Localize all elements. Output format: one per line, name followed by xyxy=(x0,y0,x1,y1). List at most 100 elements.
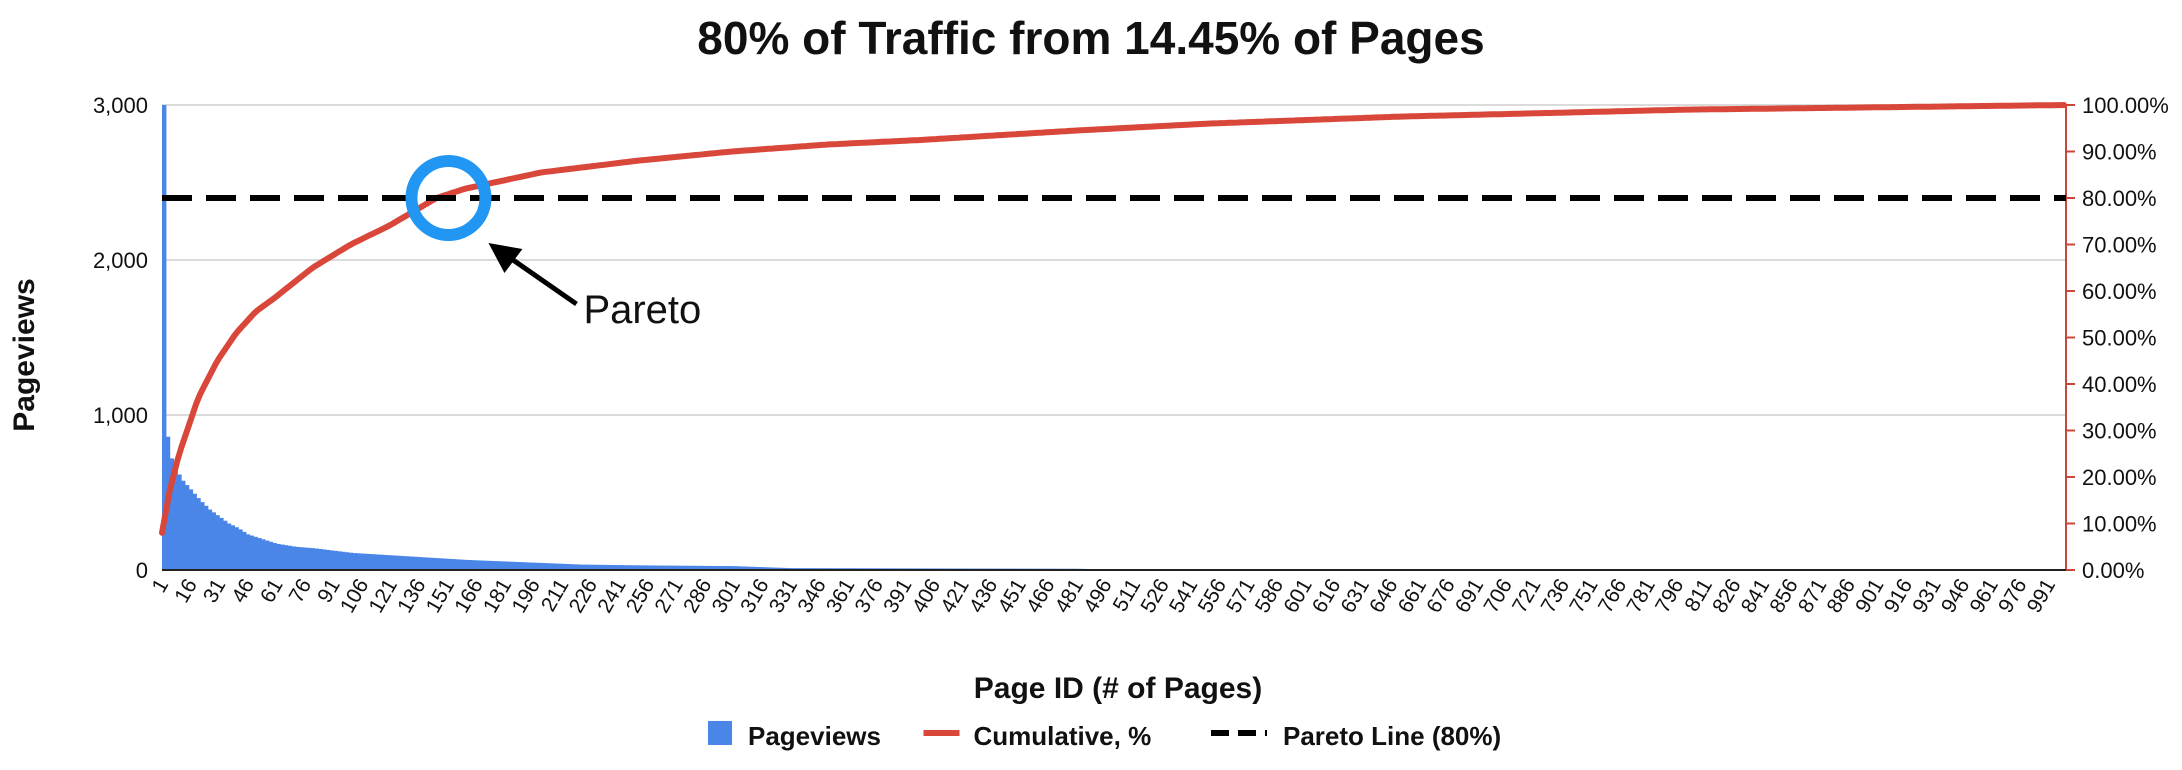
x-tick-label: 631 xyxy=(1337,575,1374,617)
pageviews-bar xyxy=(245,534,251,570)
pageviews-bar xyxy=(577,564,582,570)
pageviews-bar xyxy=(402,556,407,570)
pageviews-bar xyxy=(676,565,682,570)
pageviews-bar xyxy=(546,563,552,570)
pageviews-bar xyxy=(699,565,704,570)
pageviews-bar xyxy=(619,565,624,570)
pageviews-bars xyxy=(162,105,1116,570)
pageviews-bar xyxy=(268,541,274,570)
pageviews-bar xyxy=(520,562,525,570)
pageviews-bar xyxy=(314,548,319,570)
x-tick-label: 31 xyxy=(199,575,231,607)
pageviews-bar xyxy=(470,560,476,570)
pageviews-bar xyxy=(405,556,411,570)
pageviews-bar xyxy=(211,512,216,570)
annotation-label: Pareto xyxy=(583,288,701,332)
pageviews-bar xyxy=(505,561,510,570)
x-tick-label: 496 xyxy=(1079,575,1116,617)
x-tick-label: 406 xyxy=(908,575,945,617)
pageviews-bar xyxy=(459,559,464,570)
pageviews-bar xyxy=(653,565,659,570)
legend-label: Pageviews xyxy=(748,721,881,751)
pageviews-bar xyxy=(672,565,678,570)
pageviews-bar xyxy=(489,560,495,570)
x-tick-label: 721 xyxy=(1508,575,1545,617)
pageviews-bar xyxy=(249,535,255,570)
pageviews-bar xyxy=(649,565,655,570)
pageviews-bar xyxy=(638,565,643,570)
pageviews-bar xyxy=(493,561,499,570)
x-tick-label: 301 xyxy=(708,575,745,617)
pageviews-bar xyxy=(646,565,651,570)
x-tick-label: 901 xyxy=(1851,575,1888,617)
pageviews-bar xyxy=(283,545,289,570)
pageviews-bar xyxy=(600,564,605,570)
pageviews-bar xyxy=(299,547,304,570)
x-tick-label: 256 xyxy=(622,575,659,617)
left-y-axis: 0 1,000 2,000 3,000 xyxy=(93,93,148,583)
pageviews-bar xyxy=(642,565,647,570)
x-tick-label: 856 xyxy=(1765,575,1802,617)
pageviews-bar xyxy=(447,558,453,570)
pageviews-bar xyxy=(756,566,762,570)
x-tick-label: 1 xyxy=(148,575,174,597)
pageviews-bar xyxy=(695,565,701,570)
pageviews-bar xyxy=(554,563,560,570)
right-y-axis: 0.00% 10.00% 20.00% 30.00% 40.00% 50.00% 60.00… xyxy=(2065,93,2169,583)
legend-item: Cumulative, % xyxy=(923,721,1151,751)
x-tick-label: 226 xyxy=(565,575,602,617)
y2-tick-label: 60.00% xyxy=(2082,279,2157,304)
pageviews-bar xyxy=(184,485,190,570)
x-tick-label: 616 xyxy=(1308,575,1345,617)
pageviews-bar xyxy=(417,557,422,570)
x-tick-label: 481 xyxy=(1051,575,1088,617)
pageviews-bar xyxy=(455,559,460,570)
y2-tick-label: 50.00% xyxy=(2082,326,2157,351)
series-lines xyxy=(159,102,2068,536)
pageviews-bar xyxy=(550,563,556,570)
pageviews-bar xyxy=(516,562,521,570)
pageviews-bar xyxy=(707,565,712,570)
x-tick-label: 436 xyxy=(965,575,1002,617)
pageviews-bar xyxy=(783,567,788,570)
pageviews-bar xyxy=(535,562,540,570)
pageviews-bar xyxy=(386,555,392,570)
arrow-head xyxy=(488,243,523,273)
pageviews-bar xyxy=(413,556,418,570)
pageviews-bar xyxy=(726,566,731,570)
x-tick-label: 196 xyxy=(507,575,544,617)
pageviews-bar xyxy=(558,563,563,570)
y-tick-label: 3,000 xyxy=(93,93,148,118)
legend: Pageviews Cumulative, % Pareto Line (80%) xyxy=(708,721,1501,751)
x-tick-label: 391 xyxy=(879,575,916,617)
y-tick-label: 2,000 xyxy=(93,248,148,273)
pageviews-bar xyxy=(760,567,765,570)
gridlines xyxy=(162,104,2066,571)
pageviews-bar xyxy=(188,489,194,570)
legend-item: Pareto Line (80%) xyxy=(1211,721,1501,751)
pageviews-bar xyxy=(451,559,457,570)
pageviews-bar xyxy=(539,562,544,570)
pageviews-bar xyxy=(207,509,213,570)
pageviews-bar xyxy=(543,563,548,570)
y-axis-title: Pageviews xyxy=(8,278,41,431)
pageviews-bar xyxy=(771,567,777,570)
pageviews-bar xyxy=(531,562,537,570)
pageviews-bar xyxy=(234,527,239,570)
y-tick-label: 0 xyxy=(136,558,148,583)
x-tick-label: 646 xyxy=(1365,575,1402,617)
x-tick-label: 871 xyxy=(1794,575,1831,617)
pageviews-bar xyxy=(371,554,377,570)
pageviews-bar xyxy=(203,505,209,570)
pageviews-bar xyxy=(482,560,487,570)
pageviews-bar xyxy=(398,555,403,570)
pageviews-bar xyxy=(215,515,220,570)
x-tick-label: 826 xyxy=(1708,575,1745,617)
x-tick-label: 886 xyxy=(1823,575,1860,617)
pageviews-bar xyxy=(348,552,354,570)
pageviews-bar xyxy=(329,550,335,570)
x-axis: 1163146617691106121136151166181196211226… xyxy=(148,569,2066,617)
x-tick-label: 331 xyxy=(765,575,802,617)
arrow-shaft xyxy=(503,251,578,307)
